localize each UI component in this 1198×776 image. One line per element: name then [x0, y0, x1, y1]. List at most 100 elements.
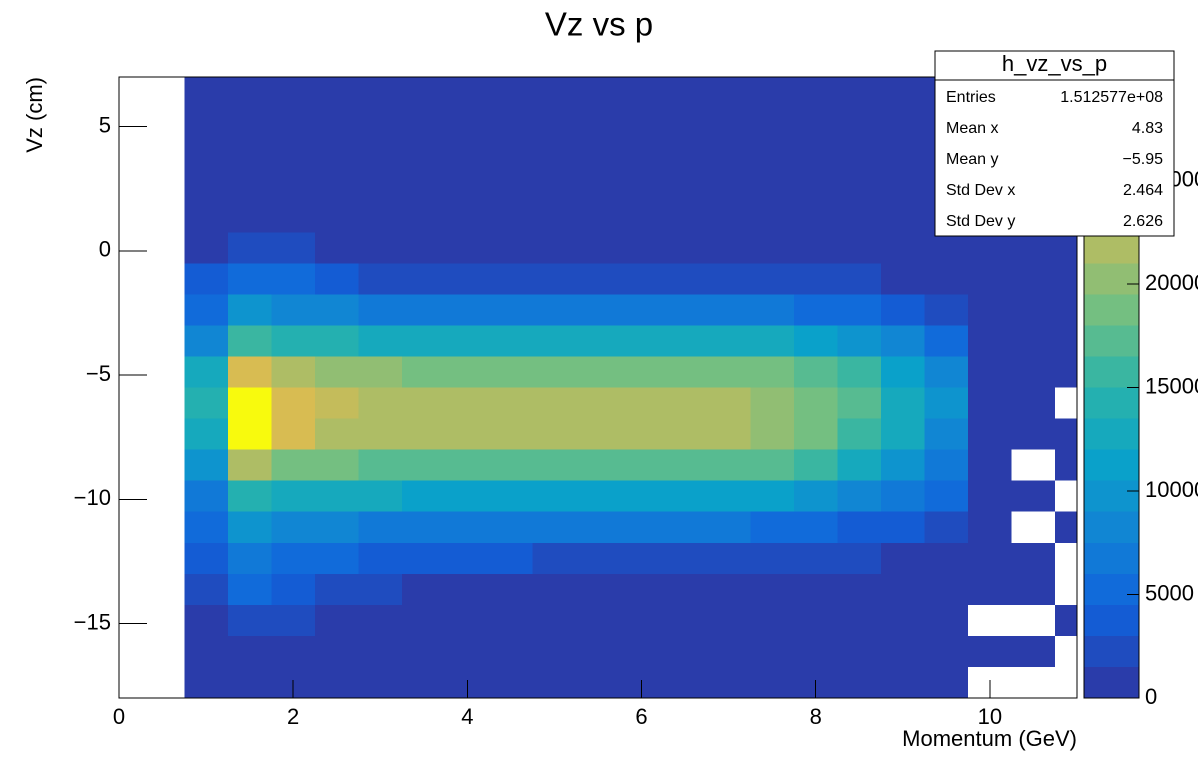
heatmap-cell: [619, 387, 664, 419]
heatmap-cell: [619, 325, 664, 357]
heatmap-cell: [663, 604, 707, 636]
palette-band: [1084, 418, 1139, 450]
heatmap-cell: [663, 387, 707, 419]
heatmap-cell: [968, 511, 1012, 543]
heatmap-cell: [619, 511, 664, 543]
heatmap-cell: [750, 387, 794, 419]
heatmap-cell: [881, 77, 925, 109]
heatmap-cell: [1011, 232, 1056, 264]
heatmap-cell: [750, 294, 794, 326]
heatmap-cell: [706, 573, 751, 605]
y-axis-label: Vz (cm): [22, 77, 47, 153]
heatmap-cell: [924, 604, 969, 636]
heatmap-cell: [489, 356, 533, 388]
heatmap-cell: [1012, 450, 1056, 481]
heatmap-cell: [1011, 635, 1056, 667]
heatmap-cell: [663, 666, 707, 698]
heatmap-cell: [881, 356, 925, 388]
heatmap-cell: [314, 108, 359, 140]
heatmap-cell: [881, 201, 925, 233]
heatmap-cell: [1011, 573, 1056, 605]
heatmap-cell: [532, 77, 577, 109]
heatmap-cell: [663, 573, 707, 605]
heatmap-cell: [358, 108, 403, 140]
heatmap-cell: [837, 232, 882, 264]
heatmap-cell: [924, 387, 969, 419]
heatmap-cell: [881, 232, 925, 264]
heatmap-cell: [793, 542, 838, 574]
heatmap-cell: [663, 511, 707, 543]
heatmap-cell: [968, 480, 1012, 512]
heatmap-cell: [402, 325, 446, 357]
heatmap-cell: [184, 449, 228, 481]
heatmap-cell: [271, 635, 315, 667]
stats-label: Entries: [946, 89, 996, 106]
heatmap-cell: [532, 232, 577, 264]
heatmap-cell: [968, 573, 1012, 605]
heatmap-cell: [793, 387, 838, 419]
heatmap-cell: [663, 542, 707, 574]
heatmap-cell: [184, 325, 228, 357]
palette-tick-label: 5000: [1145, 580, 1194, 605]
heatmap-cell: [968, 542, 1012, 574]
heatmap-cell: [184, 356, 228, 388]
heatmap-cell: [706, 170, 751, 202]
heatmap-cell: [576, 666, 620, 698]
heatmap-cell: [402, 201, 446, 233]
heatmap-cell: [750, 232, 794, 264]
heatmap-cell: [184, 635, 228, 667]
heatmap-cell: [445, 294, 490, 326]
heatmap-cell: [793, 325, 838, 357]
palette-band: [1084, 263, 1139, 295]
heatmap-cell: [445, 232, 490, 264]
plot-frame: [118, 76, 1078, 699]
palette-band: [1084, 480, 1139, 512]
heatmap-cell: [1055, 511, 1077, 543]
heatmap-cell: [576, 387, 620, 419]
heatmap-cell: [881, 511, 925, 543]
heatmap-cell: [445, 635, 490, 667]
heatmap-cell: [576, 418, 620, 450]
heatmap-cell: [489, 232, 533, 264]
heatmap-cell: [271, 573, 315, 605]
heatmap-cell: [663, 232, 707, 264]
heatmap-cell: [837, 635, 882, 667]
heatmap-cell: [402, 573, 446, 605]
heatmap-cell: [837, 418, 882, 450]
heatmap-cell: [445, 356, 490, 388]
heatmap-cell: [532, 511, 577, 543]
heatmap-cell: [489, 387, 533, 419]
stats-value: 2.464: [1123, 182, 1163, 199]
heatmap-cell: [793, 170, 838, 202]
heatmap-cell: [314, 573, 359, 605]
heatmap-cell: [924, 263, 969, 295]
heatmap-cell: [1011, 294, 1056, 326]
heatmap-cell: [489, 418, 533, 450]
heatmap-cell: [184, 77, 228, 109]
heatmap-cell: [184, 387, 228, 419]
heatmap-cell: [837, 263, 882, 295]
heatmap-cell: [924, 542, 969, 574]
heatmap-cell: [837, 573, 882, 605]
heatmap-cell: [489, 294, 533, 326]
heatmap-cell: [706, 542, 751, 574]
heatmap-cell: [314, 635, 359, 667]
heatmap-cell: [968, 294, 1012, 326]
heatmap-cell: [706, 232, 751, 264]
heatmap-cell: [314, 139, 359, 171]
palette-band: [1084, 666, 1139, 698]
heatmap-cell: [750, 108, 794, 140]
heatmap-cell: [837, 449, 882, 481]
heatmap-cell: [706, 77, 751, 109]
heatmap-cell: [402, 108, 446, 140]
heatmap-cell: [663, 356, 707, 388]
heatmap-cell: [402, 263, 446, 295]
heatmap-cell: [837, 666, 882, 698]
heatmap-cell: [227, 449, 272, 481]
heatmap-cell: [706, 108, 751, 140]
heatmap-cell: [402, 666, 446, 698]
heatmap-cell: [706, 480, 751, 512]
heatmap-cell: [314, 263, 359, 295]
heatmap-cell: [750, 480, 794, 512]
